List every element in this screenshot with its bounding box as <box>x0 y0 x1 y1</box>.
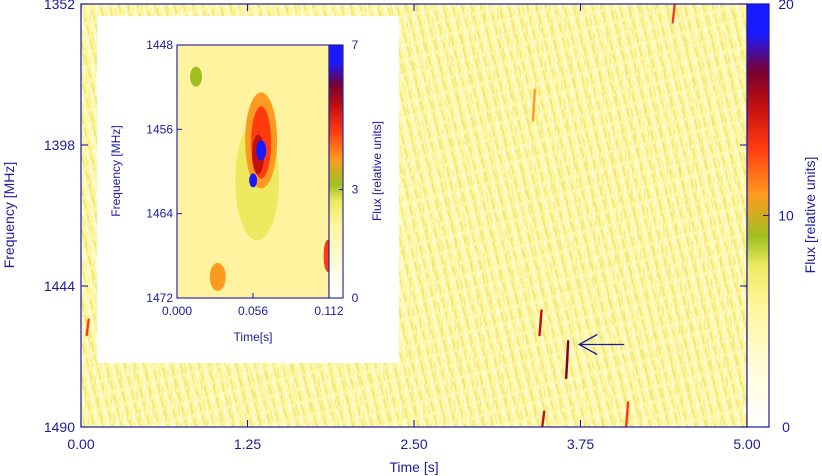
x-tick-label: 1.25 <box>234 436 261 452</box>
inset-colorbar-frame <box>328 44 344 299</box>
x-tick-label: 0.00 <box>67 436 94 452</box>
inset-side-blob <box>323 239 329 272</box>
main-ticks: 0.00 1.25 2.50 3.75 5.00 1352 1398 1444 1490 <box>44 0 761 452</box>
inset-panel <box>97 16 399 363</box>
main-colorbar-ticks: 0 10 20 <box>763 0 794 435</box>
inset-blobs <box>190 66 329 291</box>
bright-streak <box>564 339 570 380</box>
y-tick-label: 1352 <box>44 0 75 12</box>
arrow-head <box>577 333 598 356</box>
bright-streak <box>538 309 543 337</box>
inset-y-tick-label: 1472 <box>146 291 173 305</box>
x-tick-label: 2.50 <box>400 436 427 452</box>
inset-y-tick-label: 1456 <box>146 122 173 136</box>
bright-streak <box>671 4 676 24</box>
inset-colorbar-title: Flux [relative units] <box>370 121 384 221</box>
bright-streak <box>541 410 546 427</box>
colorbar-tick-label: 20 <box>778 0 794 12</box>
inset-colorbar-tick-label: 3 <box>352 183 359 197</box>
inset-emission-blob <box>256 140 267 161</box>
inset-ticks: 0.000 0.056 0.112 1448 1456 1464 1472 0 3 7 <box>146 38 358 318</box>
colorbar-tick-label: 10 <box>778 208 794 224</box>
x-tick-label: 5.00 <box>733 436 760 452</box>
inset-x-axis-title: Time[s] <box>234 330 273 344</box>
main-colorbar-gradient <box>747 4 769 427</box>
colorbar-tick-label: 0 <box>782 419 790 435</box>
inset-y-tick-label: 1448 <box>146 38 173 52</box>
inset-x-tick-label: 0.112 <box>314 304 343 318</box>
inset-y-tick-label: 1464 <box>146 207 173 221</box>
inset-y-axis-title: Frequency [MHz] <box>109 125 123 216</box>
bright-streak <box>531 88 537 122</box>
arrow-annotation <box>577 333 625 356</box>
y-tick-label: 1444 <box>44 278 75 294</box>
inset-emission-blob <box>249 173 258 188</box>
inset-colorbar-tick-label: 7 <box>352 38 359 52</box>
inset-side-blob <box>209 262 226 291</box>
y-tick-label: 1398 <box>44 137 75 153</box>
inset-colorbar-gradient <box>329 45 343 298</box>
main-colorbar-title: Flux [relative units] <box>802 157 818 274</box>
inset-x-tick-label: 0.056 <box>238 304 268 318</box>
inset-x-tick-label: 0.000 <box>162 304 192 318</box>
inset-colorbar-tick-label: 0 <box>352 291 359 305</box>
x-tick-label: 3.75 <box>567 436 594 452</box>
inset-side-blob <box>190 66 202 87</box>
bright-streak <box>624 401 630 427</box>
bright-streak <box>85 318 90 337</box>
main-x-axis-title: Time [s] <box>389 459 438 475</box>
main-y-axis-title: Frequency [MHz] <box>1 162 17 269</box>
y-tick-label: 1490 <box>44 419 75 435</box>
